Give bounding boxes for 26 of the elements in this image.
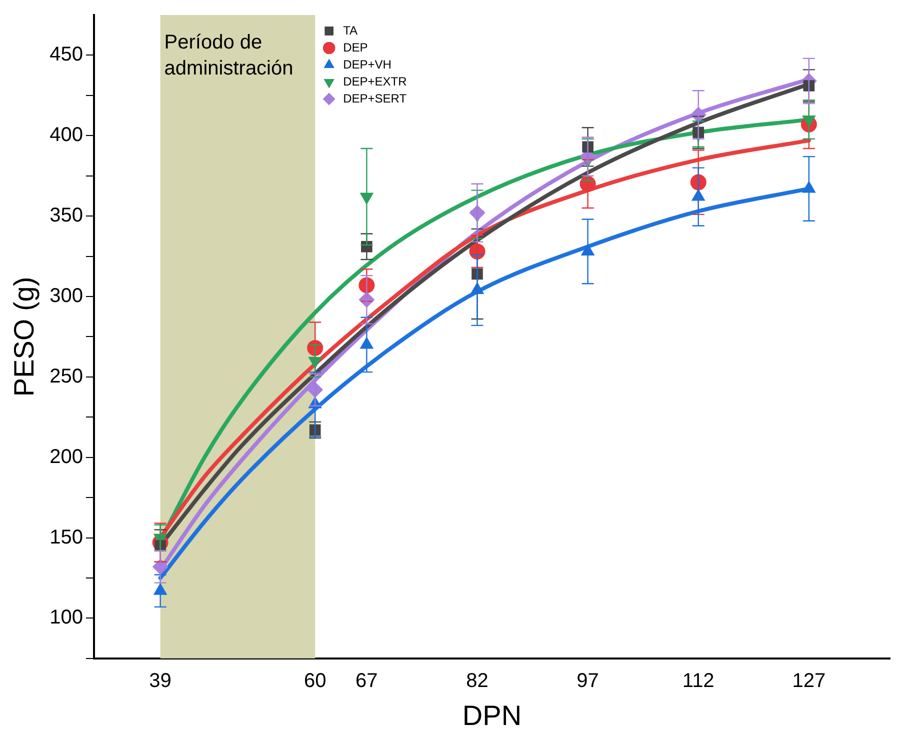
x-tick-label: 82 — [466, 670, 488, 692]
point — [690, 174, 706, 190]
band-label: Período de administración — [164, 32, 294, 80]
legend-label: DEP+SERT — [343, 91, 408, 106]
x-tick-label: 97 — [576, 670, 599, 692]
legend-label: DEP+VH — [343, 57, 392, 72]
x-tick-label: 39 — [149, 670, 172, 692]
y-tick-label: 200 — [50, 446, 83, 468]
x-tick-label: 127 — [792, 670, 826, 692]
point — [692, 126, 704, 138]
y-axis-title: PESO (g) — [8, 276, 40, 397]
point — [803, 80, 815, 92]
y-tick-label: 350 — [50, 204, 83, 227]
y-tick-label: 150 — [50, 526, 83, 548]
legend-label: DEP — [343, 40, 368, 54]
x-axis-title: DPN — [462, 700, 522, 731]
y-tick-label: 450 — [50, 44, 83, 66]
y-tick-label: 250 — [50, 365, 83, 388]
y-tick-label: 400 — [50, 124, 83, 146]
legend-label: DEP+EXTR — [343, 74, 408, 88]
x-tick-label: 112 — [682, 670, 714, 692]
legend-label: TA — [343, 23, 358, 38]
y-tick-label: 100 — [50, 606, 83, 629]
x-tick-label: 67 — [356, 670, 378, 692]
x-tick-label: 60 — [304, 670, 326, 692]
y-tick-label: 300 — [50, 285, 83, 308]
